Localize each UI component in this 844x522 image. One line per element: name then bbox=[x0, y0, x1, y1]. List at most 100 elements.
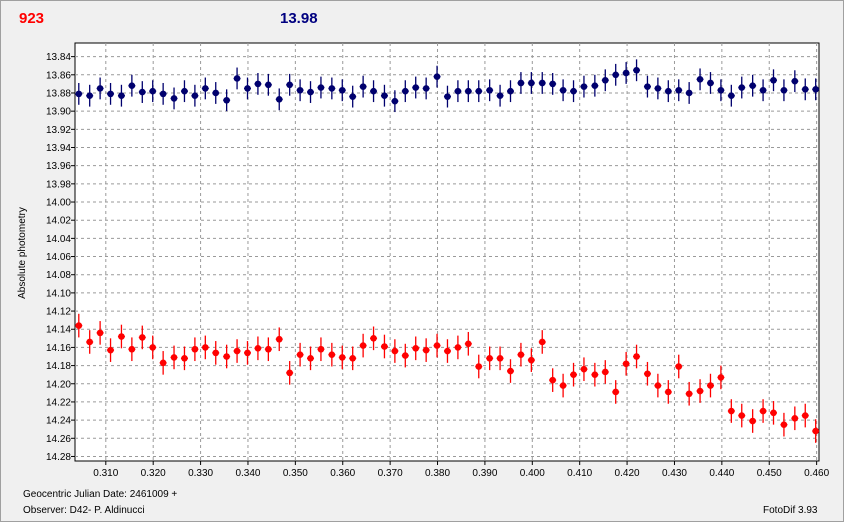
data-point bbox=[223, 96, 230, 104]
data-point bbox=[580, 365, 588, 373]
data-point bbox=[570, 87, 577, 95]
x-tick-label: 0.310 bbox=[93, 468, 118, 479]
data-point bbox=[633, 66, 640, 74]
data-point bbox=[307, 355, 314, 362]
y-tick-label: 13.92 bbox=[46, 125, 71, 136]
data-point bbox=[212, 89, 220, 97]
data-point bbox=[654, 382, 662, 389]
data-point bbox=[359, 83, 367, 90]
data-point bbox=[601, 76, 609, 84]
data-point bbox=[528, 356, 535, 364]
header-left-value: 923 bbox=[19, 10, 45, 27]
data-point bbox=[170, 95, 178, 102]
data-point bbox=[191, 345, 199, 353]
data-point bbox=[444, 347, 451, 355]
data-point bbox=[707, 382, 714, 389]
y-tick-label: 14.22 bbox=[46, 397, 71, 408]
data-point bbox=[791, 414, 799, 422]
data-point bbox=[654, 85, 662, 92]
data-point bbox=[349, 355, 356, 362]
y-tick-label: 14.26 bbox=[46, 434, 71, 445]
data-point bbox=[412, 345, 420, 352]
data-point bbox=[580, 83, 588, 90]
data-point bbox=[317, 84, 325, 91]
data-point bbox=[181, 355, 188, 362]
data-point bbox=[307, 88, 314, 96]
y-tick-label: 14.28 bbox=[46, 452, 71, 463]
data-point bbox=[181, 87, 188, 95]
x-tick-label: 0.440 bbox=[709, 468, 734, 479]
data-point bbox=[107, 90, 114, 98]
data-point bbox=[801, 86, 809, 93]
x-tick-label: 0.410 bbox=[567, 468, 592, 479]
data-point bbox=[391, 347, 399, 355]
data-point bbox=[317, 345, 325, 353]
y-tick-label: 13.84 bbox=[46, 52, 71, 63]
data-point bbox=[633, 353, 640, 360]
data-point bbox=[202, 85, 209, 92]
data-point bbox=[486, 355, 493, 362]
photometry-chart: 0.310 0.320 0.330 0.340 0.350 0.360 0.370 0.380… bbox=[17, 42, 830, 479]
data-point bbox=[223, 353, 230, 360]
data-point bbox=[528, 79, 535, 87]
data-point bbox=[107, 346, 114, 354]
data-point bbox=[644, 370, 651, 378]
data-point bbox=[328, 351, 336, 358]
data-point bbox=[254, 80, 262, 88]
y-tick-label: 14.24 bbox=[46, 416, 71, 427]
y-tick-label: 13.94 bbox=[46, 143, 71, 154]
y-tick-label: 14.00 bbox=[46, 198, 71, 209]
x-tick-label: 0.400 bbox=[520, 468, 545, 479]
y-axis-label: Absolute photometry bbox=[17, 207, 28, 299]
data-point bbox=[296, 86, 304, 94]
data-point bbox=[75, 90, 83, 98]
data-point bbox=[507, 367, 514, 375]
data-point bbox=[559, 86, 567, 94]
data-point bbox=[401, 87, 409, 95]
data-point bbox=[517, 351, 525, 358]
data-point bbox=[696, 387, 704, 395]
blue-series bbox=[75, 59, 820, 113]
x-tick-label: 0.380 bbox=[425, 468, 450, 479]
data-point bbox=[591, 371, 599, 378]
data-point bbox=[675, 86, 683, 94]
data-point bbox=[465, 87, 472, 95]
data-point bbox=[549, 376, 556, 384]
data-point bbox=[812, 427, 819, 435]
data-point bbox=[296, 351, 304, 358]
data-point bbox=[118, 92, 125, 100]
data-point bbox=[149, 87, 157, 95]
data-point bbox=[696, 76, 704, 83]
x-tick-label: 0.460 bbox=[804, 468, 829, 479]
y-tick-label: 14.02 bbox=[46, 216, 71, 227]
data-point bbox=[601, 368, 609, 376]
y-tick-label: 14.12 bbox=[46, 307, 71, 318]
plot-area bbox=[74, 42, 820, 462]
data-point bbox=[665, 388, 672, 396]
data-point bbox=[412, 84, 420, 91]
data-point bbox=[138, 88, 146, 96]
red-series bbox=[75, 313, 820, 443]
tick-labels: 0.310 0.320 0.330 0.340 0.350 0.360 0.370 0.380… bbox=[46, 52, 830, 479]
data-point bbox=[128, 345, 136, 353]
data-point bbox=[391, 97, 399, 105]
data-point bbox=[233, 347, 241, 355]
y-tick-label: 13.96 bbox=[46, 161, 71, 172]
data-point bbox=[622, 69, 630, 77]
data-point bbox=[265, 345, 272, 353]
data-point bbox=[233, 75, 241, 82]
observer-label: Observer: D42- P. Aldinucci bbox=[23, 505, 145, 516]
data-point bbox=[370, 87, 377, 95]
y-tick-label: 14.18 bbox=[46, 361, 71, 372]
data-point bbox=[517, 79, 525, 87]
data-point bbox=[780, 421, 788, 428]
data-point bbox=[570, 371, 577, 378]
x-tick-label: 0.340 bbox=[235, 468, 260, 479]
data-point bbox=[75, 322, 83, 329]
y-tick-label: 13.90 bbox=[46, 107, 71, 118]
data-point bbox=[286, 369, 293, 377]
data-point bbox=[433, 342, 441, 349]
data-point bbox=[612, 388, 620, 396]
data-point bbox=[381, 92, 388, 100]
